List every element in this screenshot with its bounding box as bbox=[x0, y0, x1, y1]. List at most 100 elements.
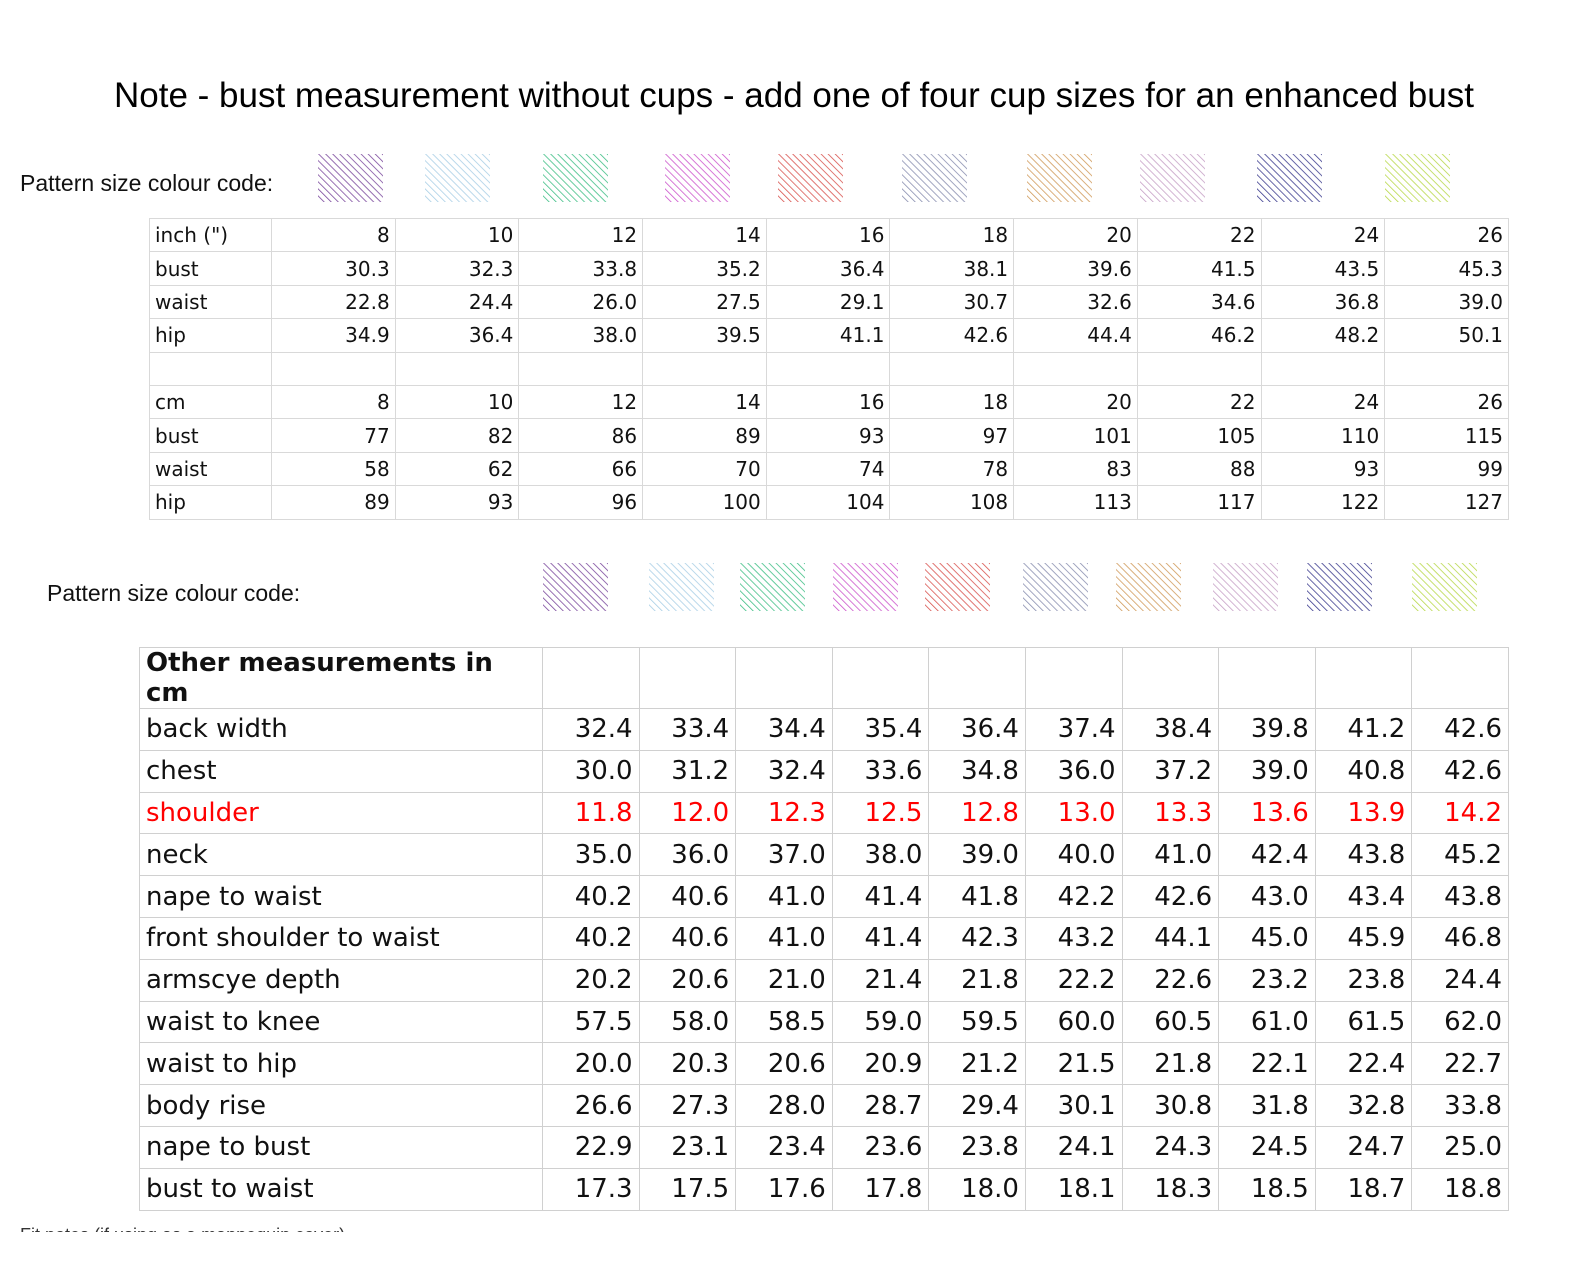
table-cell: 22.4 bbox=[1314, 1042, 1413, 1086]
row-label: armscye depth bbox=[139, 958, 543, 1002]
table-cell: 27.5 bbox=[642, 284, 767, 320]
table-cell: 26 bbox=[1384, 217, 1509, 253]
table-cell: 12.0 bbox=[638, 791, 737, 835]
table-cell: 21.8 bbox=[1121, 1042, 1220, 1086]
size-swatch-2 bbox=[740, 563, 805, 611]
table-cell bbox=[889, 351, 1015, 386]
table-cell bbox=[518, 351, 644, 386]
table-cell: 57.5 bbox=[542, 1000, 640, 1044]
table-cell: 22.6 bbox=[1121, 958, 1220, 1002]
row-label: body rise bbox=[139, 1084, 543, 1127]
table-cell: 41.0 bbox=[1121, 833, 1220, 877]
table-cell: 97 bbox=[889, 418, 1015, 453]
table-cell: 24 bbox=[1260, 217, 1386, 253]
size-swatch-3 bbox=[833, 563, 898, 611]
table-row: bust 77 82 86 89 93 97 101 105 110 115 bbox=[149, 418, 1509, 453]
table-cell: 93 bbox=[394, 485, 520, 520]
table-cell: 41.8 bbox=[928, 875, 1026, 918]
table-cell: 41.1 bbox=[765, 318, 891, 353]
table-cell: 34.8 bbox=[928, 749, 1026, 793]
table-cell: 117 bbox=[1136, 485, 1262, 520]
size-table-inch-cm: inch (") 8 10 12 14 16 18 20 22 24 26 bust 30.3 32.3 3… bbox=[149, 217, 1509, 520]
table-cell: 30.7 bbox=[889, 284, 1015, 320]
size-swatch-4 bbox=[778, 154, 843, 202]
table-row: waist 58 62 66 70 74 78 83 88 93 99 bbox=[149, 451, 1509, 487]
table-cell: 20.6 bbox=[735, 1042, 833, 1086]
table-cell: 35.2 bbox=[642, 251, 767, 286]
table-cell: 29.4 bbox=[928, 1084, 1026, 1127]
size-swatch-3 bbox=[665, 154, 730, 202]
table-cell: 12.3 bbox=[735, 791, 833, 835]
table-cell: 35.0 bbox=[542, 833, 640, 877]
table-cell: 22.2 bbox=[1024, 958, 1123, 1002]
table-cell: 60.0 bbox=[1024, 1000, 1123, 1044]
table-cell: 25.0 bbox=[1411, 1125, 1509, 1169]
row-label: bust bbox=[149, 418, 272, 453]
table-cell: 36.4 bbox=[394, 318, 520, 353]
row-label: waist bbox=[149, 451, 272, 487]
table-cell: 13.9 bbox=[1314, 791, 1413, 835]
empty-cell bbox=[928, 647, 1026, 709]
size-swatch-5 bbox=[1023, 563, 1088, 611]
table-cell: 11.8 bbox=[542, 791, 640, 835]
table-cell: 83 bbox=[1013, 451, 1138, 487]
empty-cell bbox=[1411, 647, 1509, 709]
table-cell: 17.6 bbox=[735, 1167, 833, 1211]
table-cell: 16 bbox=[765, 384, 891, 420]
table-cell: 36.4 bbox=[765, 251, 891, 286]
table-cell: 22.7 bbox=[1411, 1042, 1509, 1086]
table-cell: 14 bbox=[642, 384, 767, 420]
table-cell: 21.5 bbox=[1024, 1042, 1123, 1086]
table-cell: 43.8 bbox=[1314, 833, 1413, 877]
size-swatch-9 bbox=[1412, 563, 1477, 611]
table-cell: 34.9 bbox=[271, 318, 396, 353]
table-cell: 41.5 bbox=[1136, 251, 1262, 286]
row-label: waist to hip bbox=[139, 1042, 543, 1086]
table-cell: 32.4 bbox=[735, 749, 833, 793]
table-cell: 38.0 bbox=[518, 318, 644, 353]
table-cell: 33.4 bbox=[638, 708, 737, 751]
table-cell: 113 bbox=[1013, 485, 1138, 520]
row-label: cm bbox=[149, 384, 272, 420]
table-cell: 62 bbox=[394, 451, 520, 487]
size-swatch-1 bbox=[425, 154, 490, 202]
table-row: body rise 26.6 27.3 28.0 28.7 29.4 30.1 30.8 31.… bbox=[139, 1084, 1509, 1127]
table-cell: 24.3 bbox=[1121, 1125, 1220, 1169]
empty-cell bbox=[831, 647, 930, 709]
table-cell: 24 bbox=[1260, 384, 1386, 420]
table-cell: 45.3 bbox=[1384, 251, 1509, 286]
table-cell: 39.0 bbox=[928, 833, 1026, 877]
table-cell: 104 bbox=[765, 485, 891, 520]
table-cell: 18 bbox=[889, 217, 1015, 253]
table-cell: 20 bbox=[1013, 217, 1138, 253]
table-cell: 18.3 bbox=[1121, 1167, 1220, 1211]
table-cell: 18 bbox=[889, 384, 1015, 420]
table-cell bbox=[271, 351, 396, 386]
row-label: bust bbox=[149, 251, 272, 286]
table-row: shoulder 11.8 12.0 12.3 12.5 12.8 13.0 13.3 13.6… bbox=[139, 791, 1509, 835]
table-cell: 66 bbox=[518, 451, 644, 487]
table-cell: 23.1 bbox=[638, 1125, 737, 1169]
table-cell: 35.4 bbox=[831, 708, 930, 751]
table-cell: 42.6 bbox=[889, 318, 1015, 353]
table-cell: 58.0 bbox=[638, 1000, 737, 1044]
row-label: chest bbox=[139, 749, 543, 793]
table-cell: 17.8 bbox=[831, 1167, 930, 1211]
row-label: bust to waist bbox=[139, 1167, 543, 1211]
size-swatch-7 bbox=[1213, 563, 1278, 611]
table-cell: 93 bbox=[1260, 451, 1386, 487]
table-cell: 38.0 bbox=[831, 833, 930, 877]
table-cell: 16 bbox=[765, 217, 891, 253]
table-cell: 61.5 bbox=[1314, 1000, 1413, 1044]
table-cell: 34.6 bbox=[1136, 284, 1262, 320]
table-cell: 43.0 bbox=[1218, 875, 1316, 918]
table-row: chest 30.0 31.2 32.4 33.6 34.8 36.0 37.2 39.0 40.… bbox=[139, 749, 1509, 793]
row-label: inch (") bbox=[149, 217, 272, 253]
table-cell: 58 bbox=[271, 451, 396, 487]
table-cell: 23.4 bbox=[735, 1125, 833, 1169]
table-cell: 37.4 bbox=[1024, 708, 1123, 751]
table-cell: 39.0 bbox=[1384, 284, 1509, 320]
table-cell: 88 bbox=[1136, 451, 1262, 487]
empty-cell bbox=[1024, 647, 1123, 709]
table-cell: 26.6 bbox=[542, 1084, 640, 1127]
